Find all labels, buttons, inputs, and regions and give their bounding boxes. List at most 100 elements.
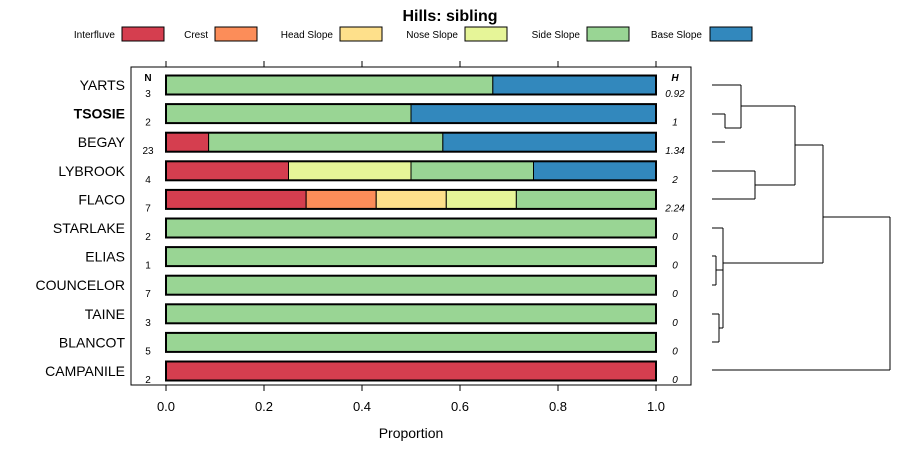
category-label: STARLAKE xyxy=(53,220,125,236)
bar-segment-head-slope xyxy=(375,189,447,210)
bar-row-starlake: STARLAKE 2 0 xyxy=(53,217,678,243)
category-label: LYBROOK xyxy=(58,163,125,179)
n-value: 2 xyxy=(145,375,151,386)
bar-segment-side-slope xyxy=(165,75,494,95)
x-tick-label: 0.2 xyxy=(255,399,273,414)
h-value: 0 xyxy=(672,261,678,272)
bar-row-councelor: COUNCELOR 7 0 xyxy=(36,274,678,300)
bar-segment-side-slope xyxy=(208,132,444,153)
bar-row-taine: TAINE 3 0 xyxy=(85,303,678,329)
x-tick-label: 0.6 xyxy=(451,399,469,414)
legend-swatch-base-slope xyxy=(709,26,753,42)
bar-segment-nose-slope xyxy=(445,189,517,210)
bar-segment-nose-slope xyxy=(288,160,412,181)
category-label: FLACO xyxy=(78,191,125,207)
h-value: 2.24 xyxy=(664,203,685,214)
h-value: 0 xyxy=(672,346,678,357)
n-value: 4 xyxy=(145,175,151,186)
bar-row-tsosie: TSOSIE 2 1 xyxy=(74,103,678,129)
legend-swatch-crest xyxy=(214,26,258,42)
h-value: 1.34 xyxy=(665,146,685,157)
bar-row-begay: BEGAY 23 1.34 xyxy=(78,131,685,157)
bar-segment-side-slope xyxy=(165,303,657,324)
bar-outline xyxy=(165,360,657,382)
legend-label-nose-slope: Nose Slope xyxy=(406,30,458,41)
bar-outline xyxy=(165,274,657,296)
h-value: 0 xyxy=(672,375,678,386)
bar-segment-base-slope xyxy=(492,75,657,95)
bar-segment-side-slope xyxy=(165,246,657,267)
n-value: 7 xyxy=(145,203,151,214)
bar-outline xyxy=(165,303,657,325)
bar-outline xyxy=(165,160,657,182)
n-value: 5 xyxy=(145,346,151,357)
legend-label-base-slope: Base Slope xyxy=(651,30,703,41)
category-label: ELIAS xyxy=(85,249,125,265)
bar-outline xyxy=(165,74,657,96)
category-label: TSOSIE xyxy=(74,106,125,122)
bar-segment-interfluve xyxy=(165,132,210,153)
x-axis-title: Proportion xyxy=(379,425,444,441)
bar-outline xyxy=(165,131,657,153)
n-column-header: N xyxy=(144,73,151,84)
h-value: 0 xyxy=(672,232,678,243)
n-value: 3 xyxy=(145,318,151,329)
bar-segment-interfluve xyxy=(165,361,657,381)
legend-swatch-nose-slope xyxy=(464,26,508,42)
bar-outline xyxy=(165,331,657,353)
n-value: 2 xyxy=(145,118,151,129)
bar-segment-side-slope xyxy=(165,103,412,124)
x-tick-label: 0.0 xyxy=(157,399,175,414)
category-label: TAINE xyxy=(85,306,125,322)
bar-segment-side-slope xyxy=(165,332,657,353)
h-value: 0 xyxy=(672,318,678,329)
category-label: CAMPANILE xyxy=(45,363,125,379)
bar-segment-side-slope xyxy=(410,160,534,181)
h-value: 0.92 xyxy=(665,89,685,100)
n-value: 7 xyxy=(145,289,151,300)
bar-segment-side-slope xyxy=(165,275,657,296)
h-column-header: H xyxy=(671,73,679,84)
n-value: 2 xyxy=(145,232,151,243)
x-tick-label: 0.4 xyxy=(353,399,371,414)
bar-segment-base-slope xyxy=(442,132,657,153)
bar-segment-base-slope xyxy=(533,160,657,181)
chart-title: Hills: sibling xyxy=(402,8,497,25)
dendrogram xyxy=(712,84,891,371)
x-axis: 0.0 0.2 0.4 0.6 0.8 1.0 xyxy=(157,61,665,414)
x-tick-label: 1.0 xyxy=(647,399,665,414)
h-value: 2 xyxy=(671,175,678,186)
plot-frame xyxy=(130,66,692,386)
bar-row-yarts: YARTS 3 0.92 xyxy=(80,74,685,100)
bar-outline xyxy=(165,188,657,210)
category-label: BLANCOT xyxy=(59,334,126,350)
n-value: 3 xyxy=(145,89,151,100)
bar-segment-base-slope xyxy=(410,103,657,124)
x-tick-label: 0.8 xyxy=(549,399,567,414)
legend-label-crest: Crest xyxy=(184,30,208,41)
category-label: BEGAY xyxy=(78,134,126,150)
legend-label-interfluve: Interfluve xyxy=(74,30,116,41)
h-value: 1 xyxy=(672,118,678,129)
bar-segment-crest xyxy=(305,189,377,210)
bar-row-lybrook: LYBROOK 4 2 xyxy=(58,160,678,186)
bar-outline xyxy=(165,217,657,239)
h-value: 0 xyxy=(672,289,678,300)
bar-row-flaco: FLACO 7 2.24 xyxy=(78,188,685,214)
bar-segment-interfluve xyxy=(165,189,307,210)
category-label: COUNCELOR xyxy=(36,277,125,293)
bar-segment-side-slope xyxy=(165,218,657,238)
legend-swatch-head-slope xyxy=(339,26,383,42)
legend: Interfluve Crest Head Slope Nose Slope Side … xyxy=(74,26,753,42)
bar-row-campanile: CAMPANILE 2 0 xyxy=(45,360,678,386)
legend-label-side-slope: Side Slope xyxy=(532,30,581,41)
legend-label-head-slope: Head Slope xyxy=(281,30,334,41)
bar-outline xyxy=(165,246,657,268)
bar-row-elias: ELIAS 1 0 xyxy=(85,246,678,272)
bar-segment-interfluve xyxy=(165,160,289,181)
legend-swatch-interfluve xyxy=(121,26,165,42)
n-value: 23 xyxy=(142,146,154,157)
bar-row-blancot: BLANCOT 5 0 xyxy=(59,331,678,357)
bar-segment-side-slope xyxy=(515,189,657,210)
